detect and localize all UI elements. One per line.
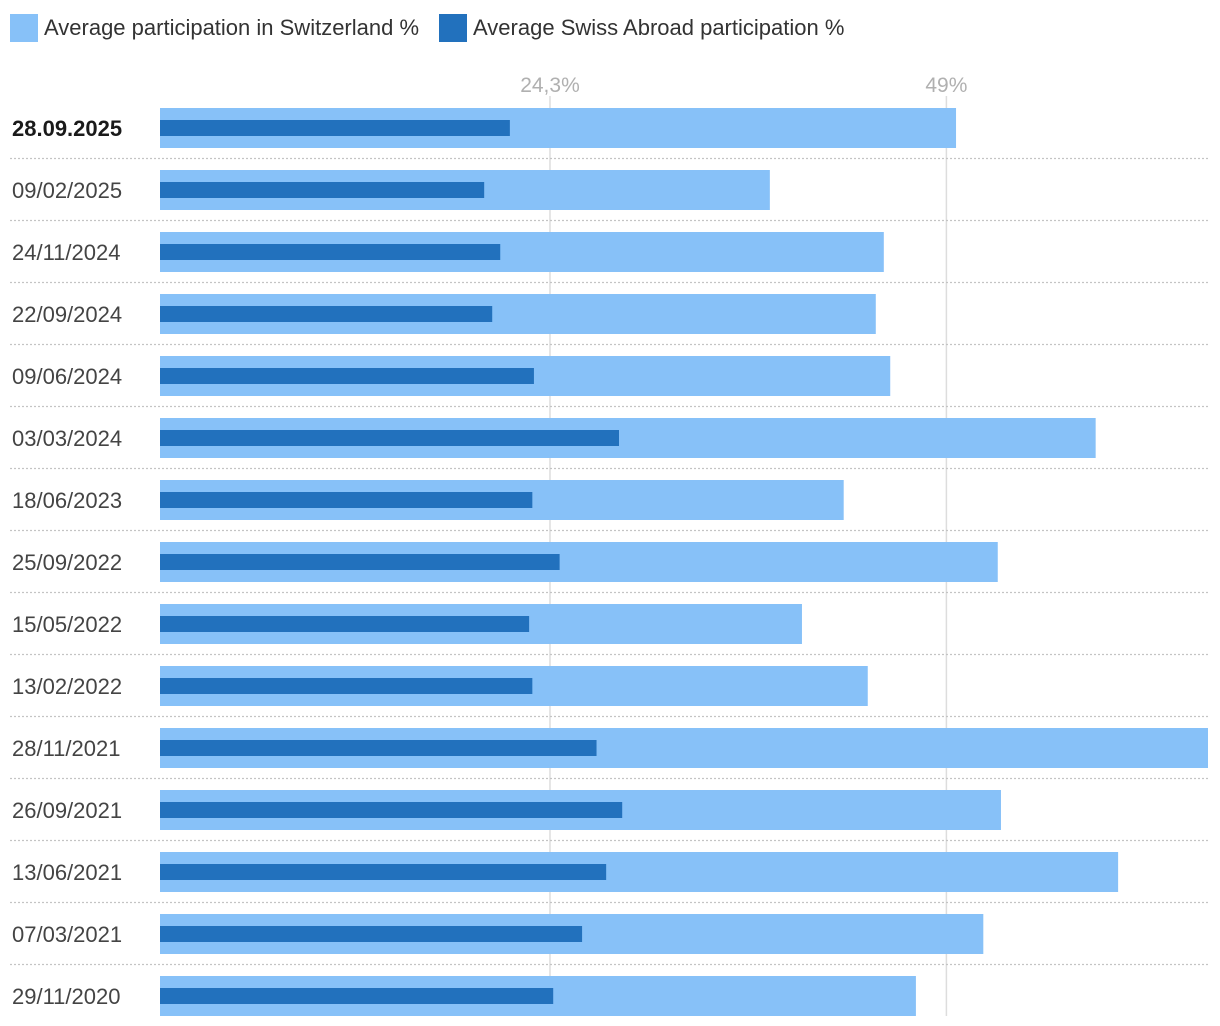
legend-item-switzerland[interactable]: Average participation in Switzerland % bbox=[10, 14, 419, 42]
bar-swiss-abroad bbox=[160, 244, 501, 260]
category-label: 25/09/2022 bbox=[12, 550, 122, 575]
category-label: 29/11/2020 bbox=[12, 984, 120, 1009]
category-label: 24/11/2024 bbox=[12, 240, 120, 265]
category-label: 22/09/2024 bbox=[12, 302, 122, 327]
bar-swiss-abroad bbox=[160, 926, 583, 942]
category-label: 09/02/2025 bbox=[12, 178, 122, 203]
bar-swiss-abroad bbox=[160, 740, 597, 756]
category-label: 28.09.2025 bbox=[12, 116, 122, 141]
bar-swiss-abroad bbox=[160, 120, 510, 136]
reference-line-label: 24,3% bbox=[520, 74, 580, 97]
category-label: 18/06/2023 bbox=[12, 488, 122, 513]
chart-legend: Average participation in Switzerland % A… bbox=[10, 12, 864, 44]
category-label: 09/06/2024 bbox=[12, 364, 122, 389]
bar-swiss-abroad bbox=[160, 988, 554, 1004]
bar-swiss-abroad bbox=[160, 368, 534, 384]
reference-line-label: 49% bbox=[925, 74, 967, 97]
bar-swiss-abroad bbox=[160, 182, 485, 198]
legend-swatch-switzerland bbox=[10, 14, 38, 42]
bar-swiss-abroad bbox=[160, 616, 530, 632]
legend-label-switzerland: Average participation in Switzerland % bbox=[44, 15, 420, 40]
category-label: 03/03/2024 bbox=[12, 426, 122, 451]
bar-swiss-abroad bbox=[160, 678, 533, 694]
category-label: 07/03/2021 bbox=[12, 922, 122, 947]
bar-swiss-abroad bbox=[160, 864, 607, 880]
category-label: 13/02/2022 bbox=[12, 674, 122, 699]
category-label: 15/05/2022 bbox=[12, 612, 122, 637]
legend-item-swiss-abroad[interactable]: Average Swiss Abroad participation % bbox=[439, 14, 844, 42]
bar-swiss-abroad bbox=[160, 492, 533, 508]
category-label: 13/06/2021 bbox=[12, 860, 122, 885]
legend-label-swiss-abroad: Average Swiss Abroad participation % bbox=[473, 15, 845, 40]
category-label: 28/11/2021 bbox=[12, 736, 120, 761]
bar-swiss-abroad bbox=[160, 554, 560, 570]
bar-swiss-abroad bbox=[160, 430, 620, 446]
bar-swiss-abroad bbox=[160, 802, 623, 818]
bar-swiss-abroad bbox=[160, 306, 493, 322]
legend-swatch-swiss-abroad bbox=[439, 14, 468, 42]
category-label: 26/09/2021 bbox=[12, 798, 122, 823]
